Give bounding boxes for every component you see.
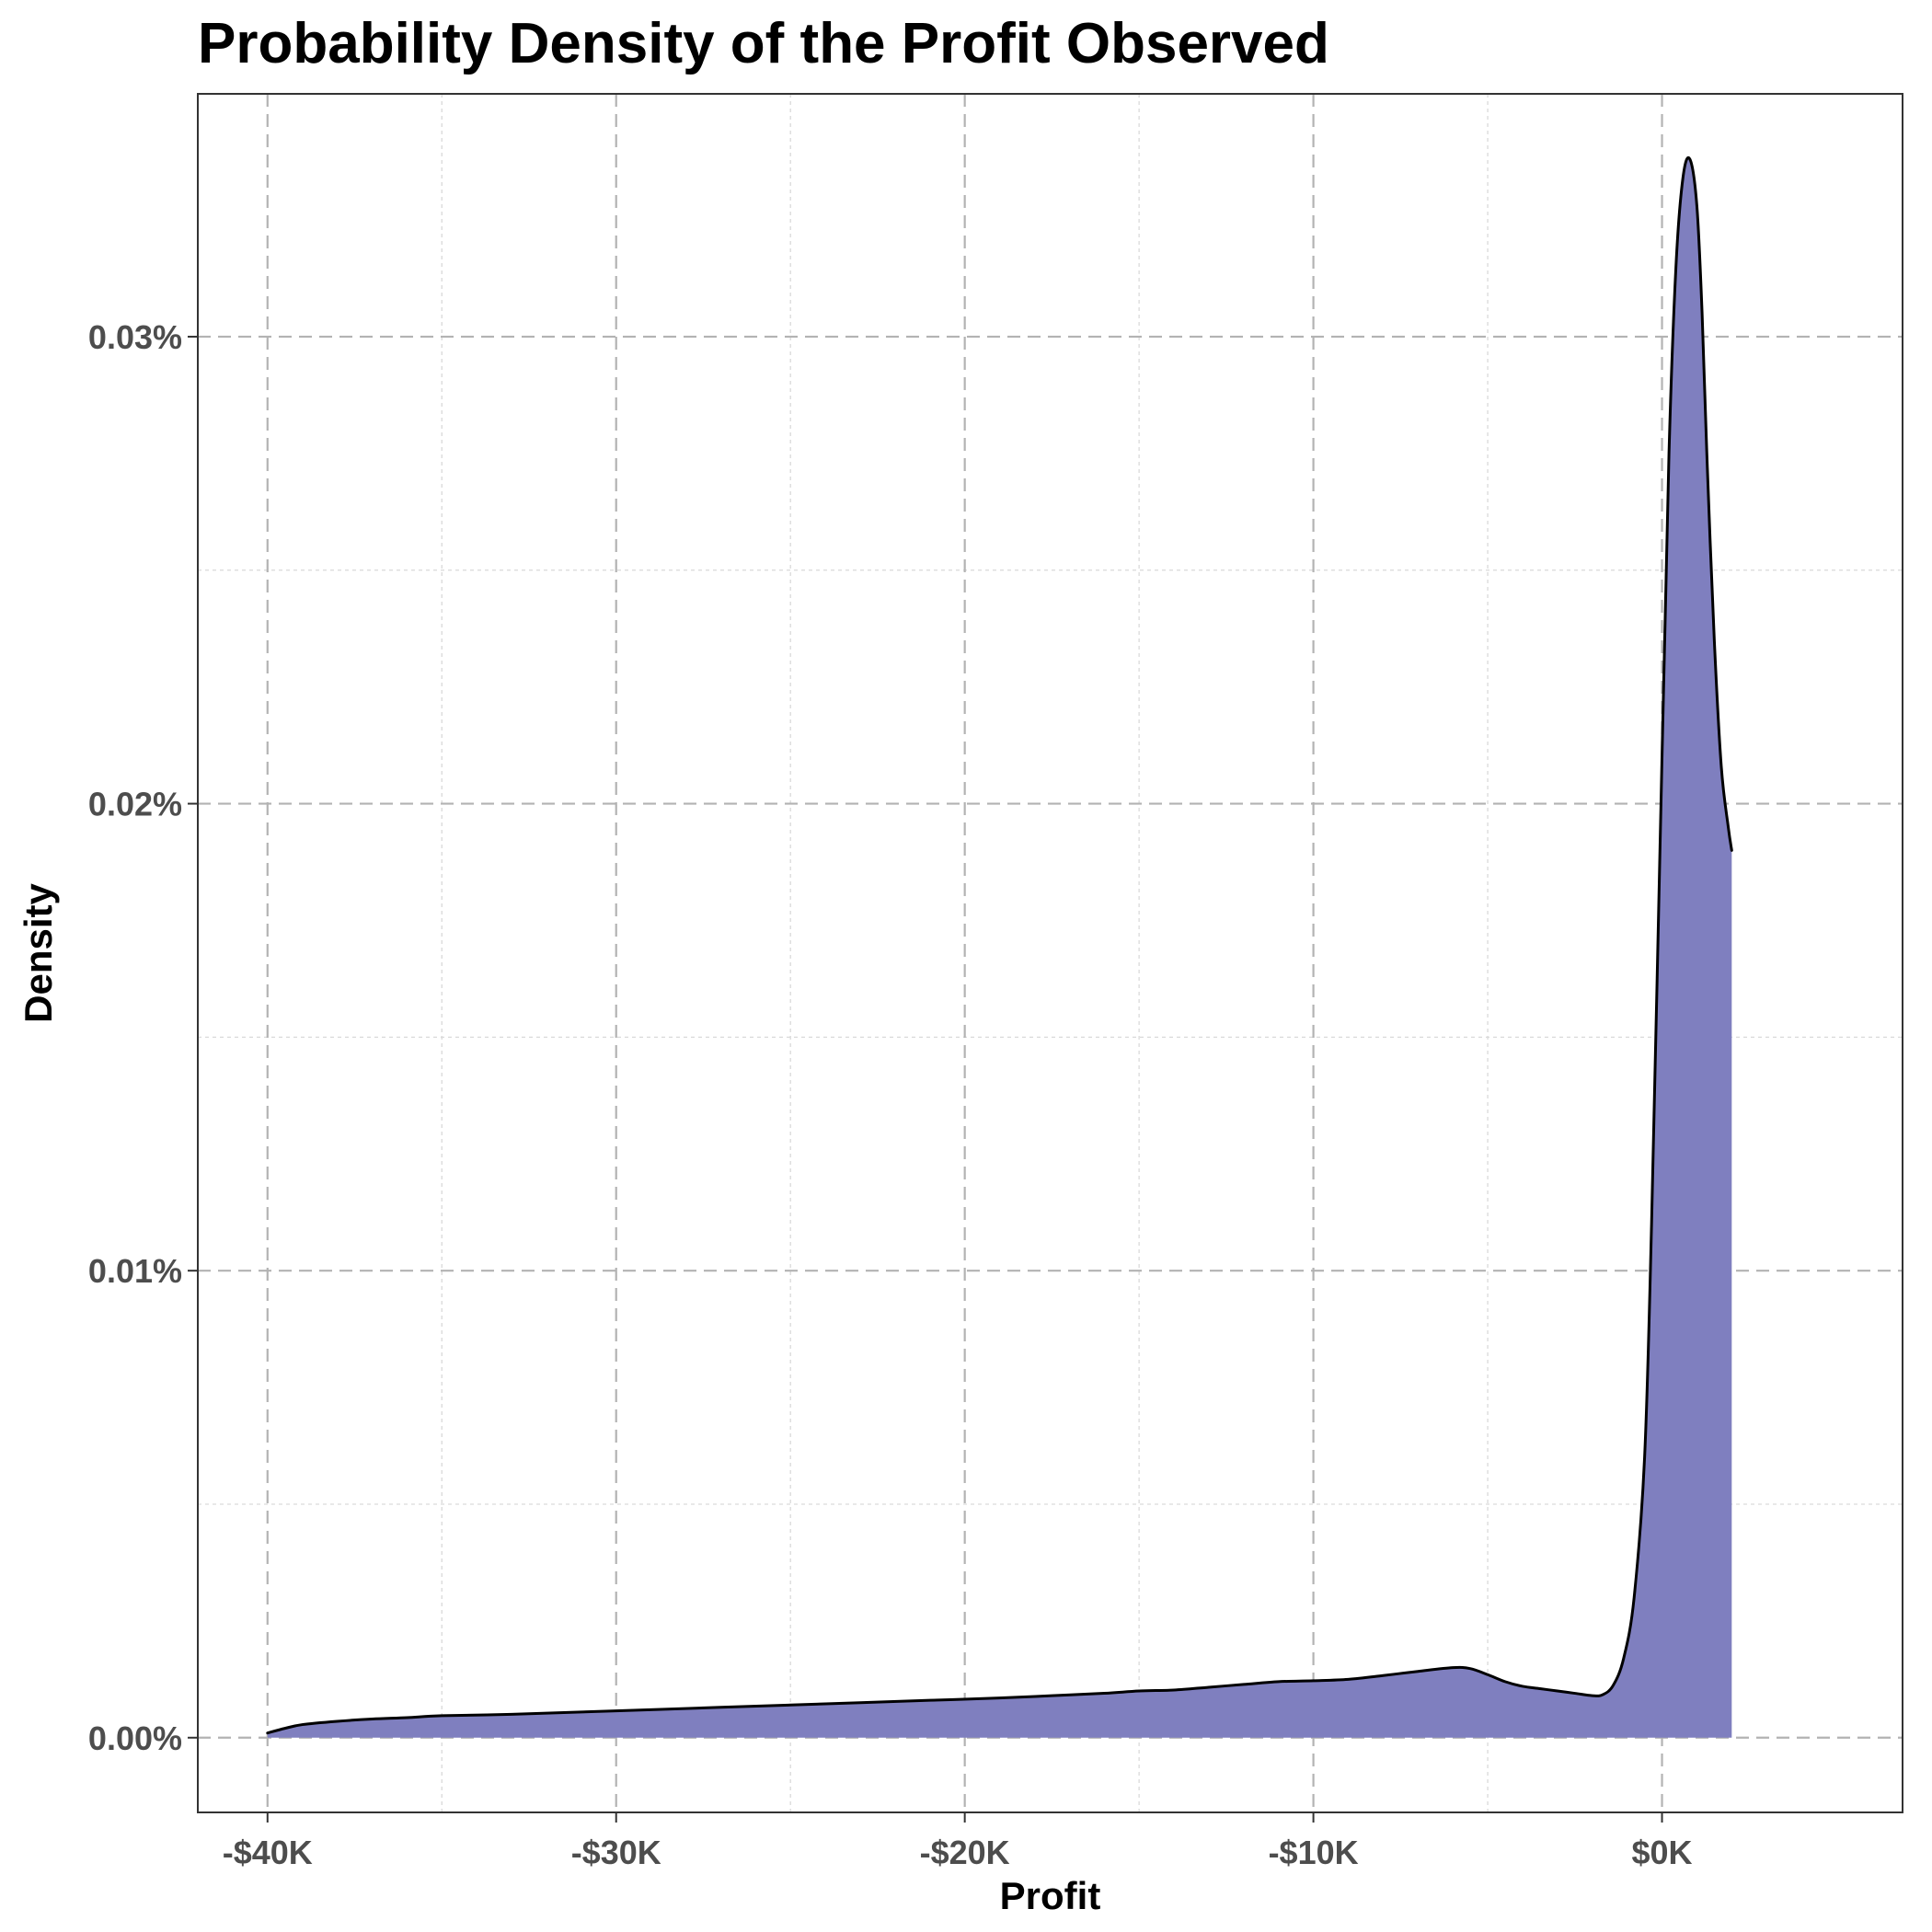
chart-title: Probability Density of the Profit Observ… [198,12,1329,75]
density-line [266,155,1733,1735]
x-tick-label: $0K [1632,1834,1693,1871]
x-tick-label: -$30K [571,1834,661,1871]
y-tick-label: 0.02% [88,786,182,823]
x-tick-label: -$40K [223,1834,313,1871]
x-axis-title: Profit [1000,1874,1101,1917]
y-tick-label: 0.03% [88,318,182,356]
x-tick-label: -$10K [1269,1834,1359,1871]
y-tick-label: 0.01% [88,1252,182,1290]
panel-border [197,93,1903,1813]
y-axis-title: Density [17,883,60,1023]
x-axis-ticks: -$40K -$30K -$20K -$10K $0K [223,1812,1693,1871]
density-area [267,157,1732,1738]
y-axis-ticks: 0.00% 0.01% 0.02% 0.03% [88,318,198,1757]
y-tick-label: 0.00% [88,1719,182,1757]
minor-gridlines [198,94,1903,1812]
x-tick-label: -$20K [920,1834,1010,1871]
